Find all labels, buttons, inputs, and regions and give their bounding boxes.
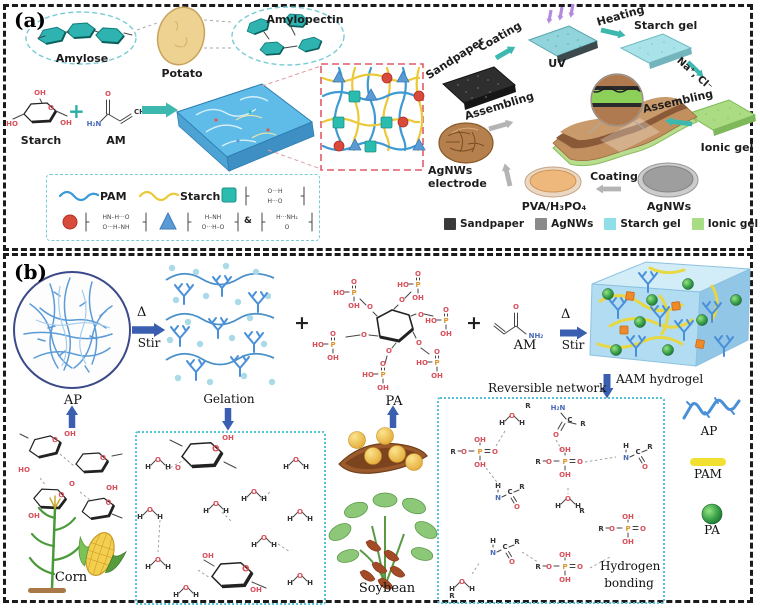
hydrogen-bonding-line1: Hydrogen: [600, 559, 661, 573]
amylopectin-label: Amylopectin: [266, 13, 344, 26]
reversible-network-label: Reversible network: [488, 381, 607, 395]
agnws-electrode-label: AgNWs electrode: [428, 164, 490, 190]
uv-label: UV: [548, 57, 566, 70]
corn-label: Corn: [54, 570, 88, 585]
legend-pa-label: PA: [704, 523, 720, 537]
legend-swatch-agnws: [535, 218, 548, 230]
legend-swatch-sandpaper: [444, 218, 456, 230]
legend-ap-label: AP: [700, 424, 718, 438]
am-label-b: AM: [513, 338, 537, 353]
agnws-electrode-line1: AgNWs: [428, 164, 473, 177]
panel-b-border: [3, 253, 753, 603]
gelation-label: Gelation: [203, 392, 255, 406]
legend-label: Sandpaper: [460, 218, 525, 230]
reversible-network-box: [437, 397, 665, 604]
legend-label: Ionic gel: [707, 218, 759, 230]
legend-label: Starch gel: [620, 218, 681, 230]
delta-1: Δ: [137, 305, 147, 320]
starch-label: Starch: [20, 134, 62, 147]
plus-sign-b1: +: [294, 312, 310, 334]
ionic-gel-label: Ionic gel: [700, 141, 754, 154]
plus-sign-a: +: [68, 99, 85, 123]
potato-label: Potato: [161, 67, 203, 80]
soybean-label: Soybean: [358, 581, 416, 596]
am-label: AM: [106, 134, 126, 147]
panel-a-tag: (a): [14, 8, 46, 32]
plus-sign-b2: +: [466, 312, 482, 334]
stir-label-2: Stir: [561, 338, 585, 352]
delta-2: Δ: [561, 307, 571, 322]
ap-label: AP: [63, 393, 83, 408]
legend-label: AgNWs: [551, 218, 594, 230]
agnws-electrode-line2: electrode: [428, 177, 487, 190]
legend-item: Ionic gel: [691, 218, 759, 230]
legend-starch-label: Starch: [180, 190, 221, 203]
legend-pam-label-b: PAM: [694, 467, 722, 481]
coating2-label: Coating: [590, 170, 638, 183]
gelation-box: [135, 431, 326, 605]
panel-a-legend-box: [46, 174, 320, 241]
material-legend: Sandpaper AgNWs Starch gel Ionic gel PVA…: [444, 218, 760, 230]
legend-item: Starch gel: [604, 218, 681, 230]
pa-label: PA: [385, 394, 403, 409]
legend-swatch-ionic-gel: [691, 218, 704, 230]
stir-label-1: Stir: [137, 336, 161, 350]
aam-hydrogel-label: AAM hydrogel: [616, 372, 704, 386]
amylose-label: Amylose: [55, 52, 109, 65]
starch-gel-label: Starch gel: [634, 19, 698, 32]
agnws-label: AgNWs: [646, 200, 692, 213]
legend-item: Sandpaper: [444, 218, 524, 230]
panel-b-tag: (b): [14, 260, 47, 284]
pva-label: PVA/H₃PO₄: [521, 200, 587, 213]
legend-item: AgNWs: [535, 218, 593, 230]
legend-pam-label: PAM: [100, 190, 127, 203]
legend-ampersand: &: [244, 216, 252, 226]
hydrogen-bonding-line2: bonding: [604, 576, 654, 590]
legend-swatch-starch-gel: [604, 218, 617, 230]
